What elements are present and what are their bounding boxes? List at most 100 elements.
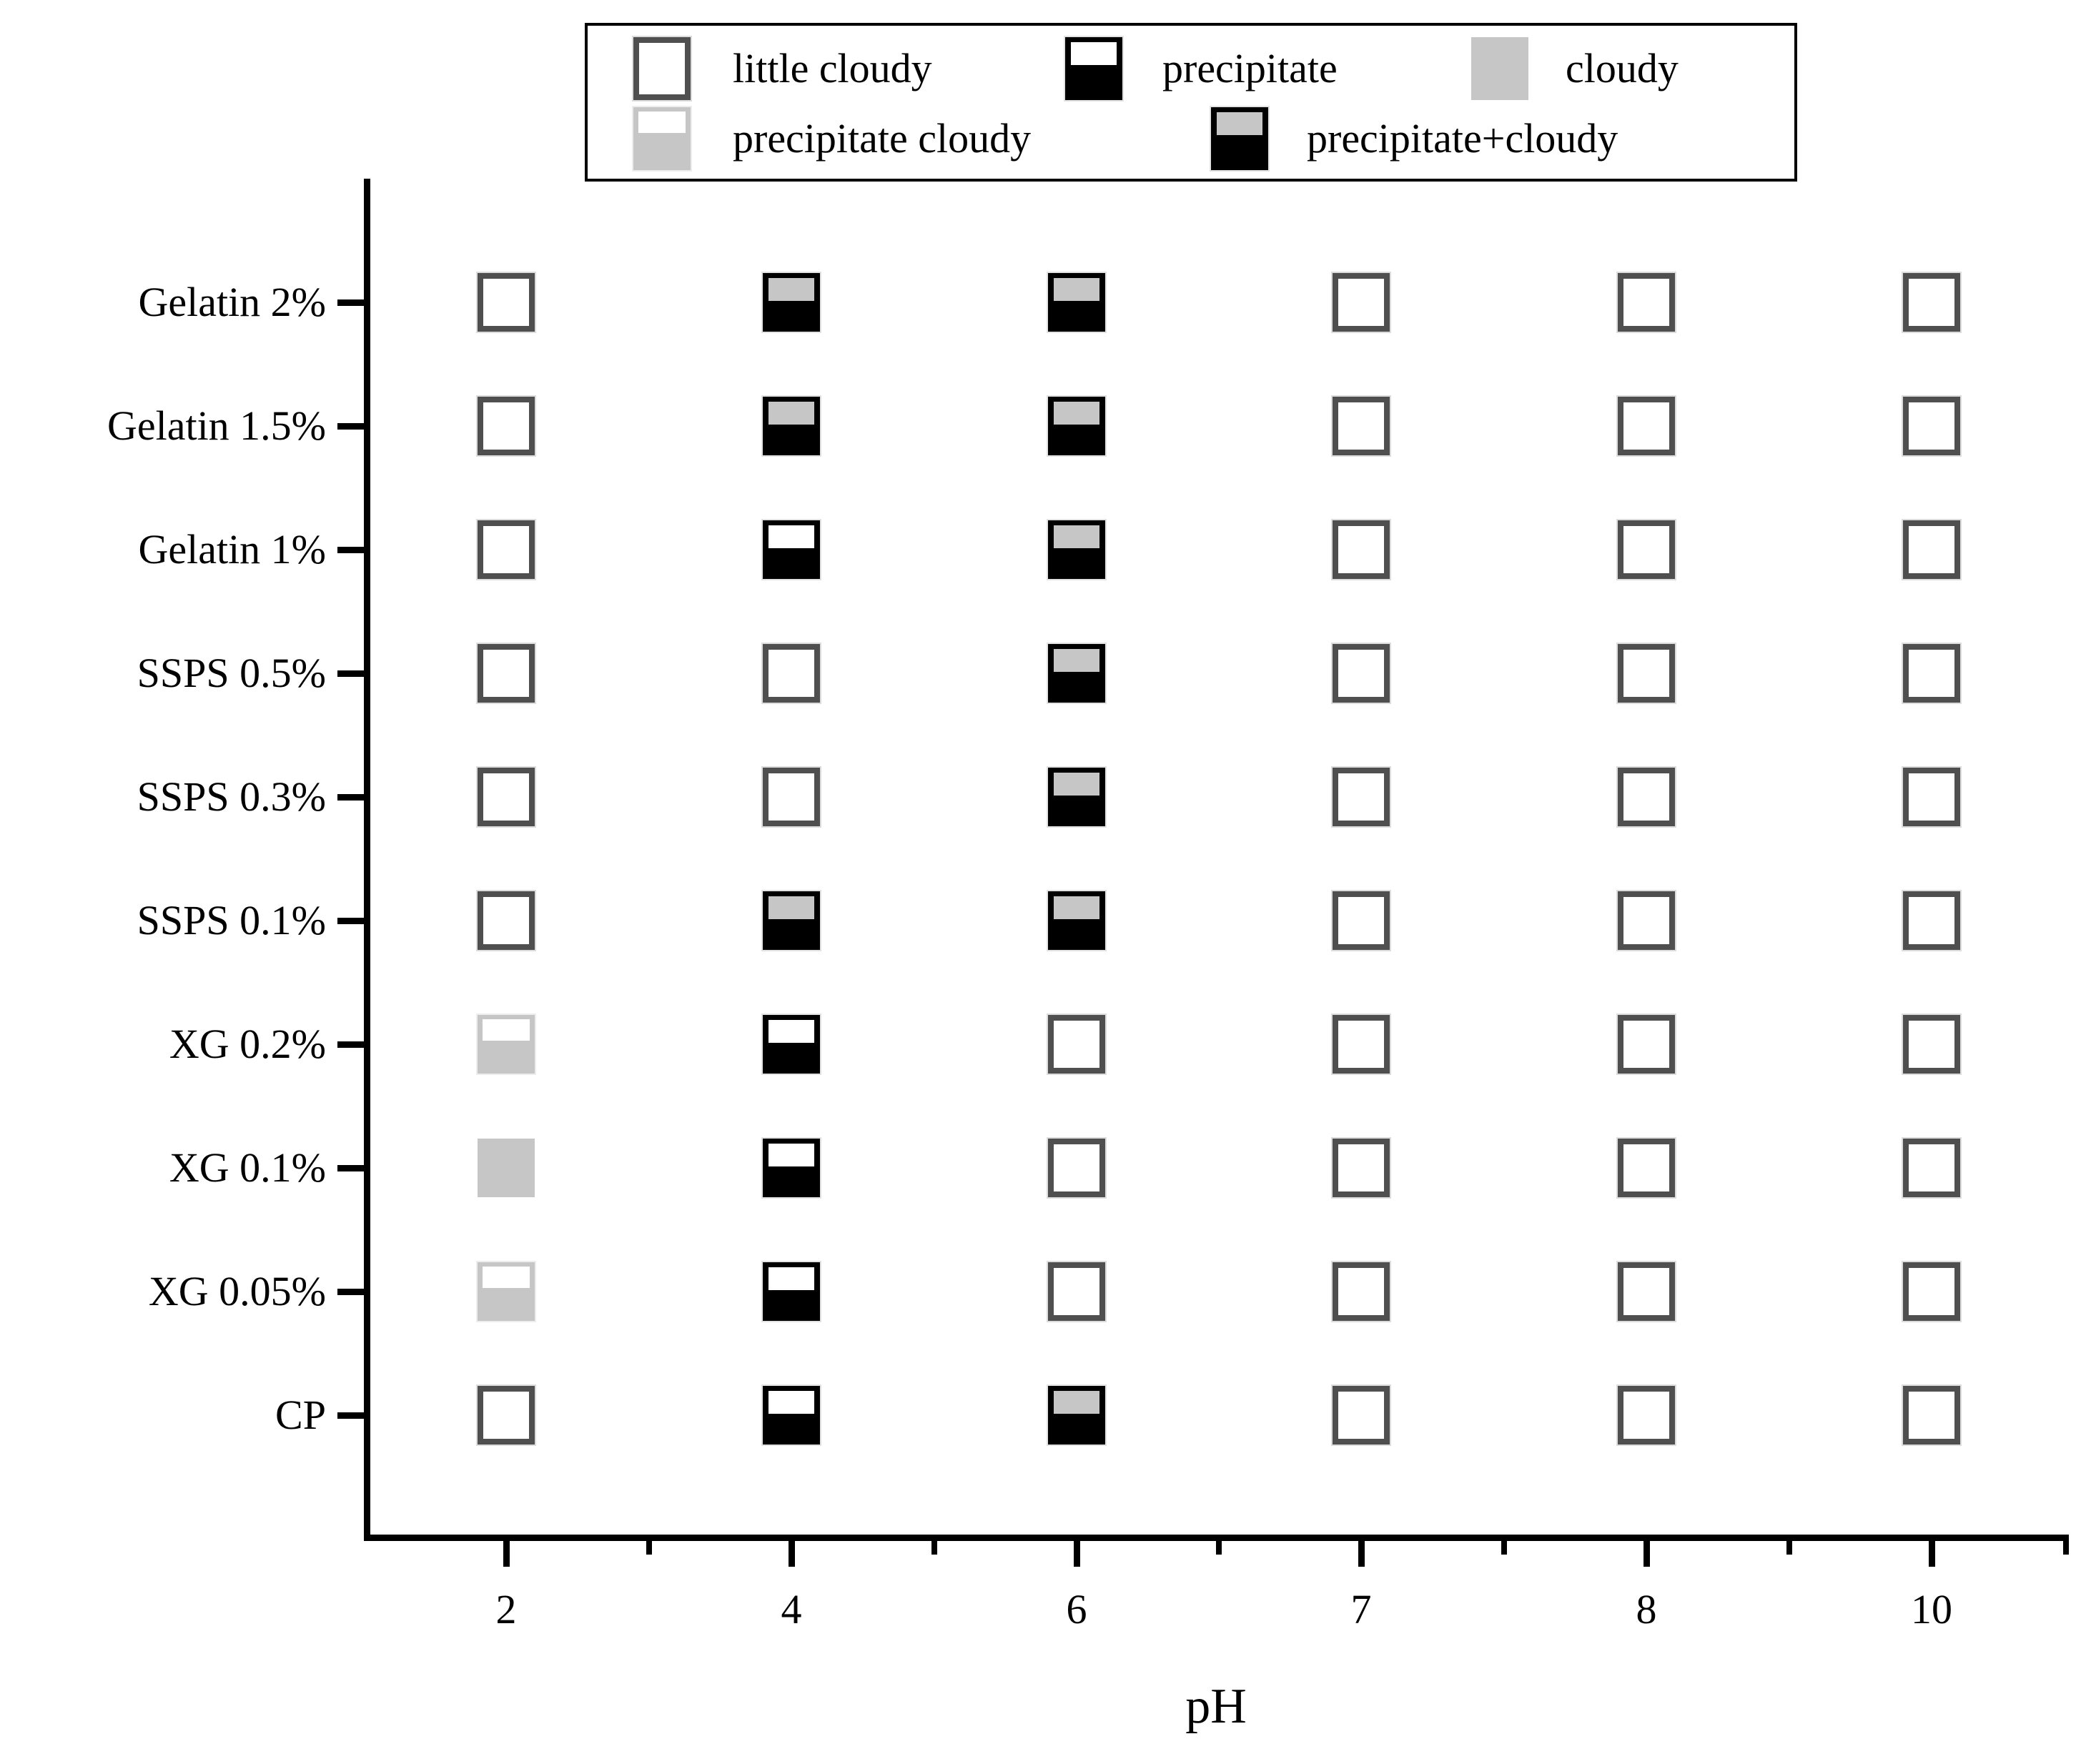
y-category-label: SSPS 0.3% [137, 773, 326, 820]
y-axis-tick [337, 299, 364, 306]
marker-8-1 [763, 1262, 820, 1321]
marker-2-3 [1333, 520, 1390, 579]
marker-3-0 [478, 644, 535, 703]
marker-5-0 [478, 891, 535, 950]
x-axis-tick-minor [2063, 1541, 2069, 1555]
marker-9-5 [1903, 1386, 1960, 1445]
y-category-label: Gelatin 2% [138, 279, 326, 325]
x-axis-tick-major [1643, 1541, 1650, 1567]
legend-label-cloudy: cloudy [1566, 45, 1679, 91]
marker-3-4 [1618, 644, 1675, 703]
y-category-label: SSPS 0.1% [137, 897, 326, 943]
legend-label-precipitate-plus-cloudy: precipitate+cloudy [1307, 115, 1618, 162]
marker-9-4 [1618, 1386, 1675, 1445]
marker-4-2 [1048, 768, 1105, 826]
y-category-label: XG 0.2% [169, 1021, 326, 1067]
y-axis-tick [337, 1165, 364, 1171]
marker-7-1 [763, 1139, 820, 1197]
marker-1-0 [478, 397, 535, 455]
marker-3-1 [763, 644, 820, 703]
marker-2-2 [1048, 520, 1105, 579]
marker-2-1 [763, 520, 820, 579]
x-axis-tick-major [1074, 1541, 1080, 1567]
marker-3-2 [1048, 644, 1105, 703]
marker-5-5 [1903, 891, 1960, 950]
x-tick-label: 2 [495, 1586, 517, 1632]
y-axis-tick [337, 423, 364, 430]
marker-2-4 [1618, 520, 1675, 579]
y-category-label: XG 0.1% [169, 1144, 326, 1191]
marker-5-2 [1048, 891, 1105, 950]
y-axis-tick [337, 670, 364, 677]
x-tick-label: 6 [1066, 1586, 1087, 1632]
marker-3-5 [1903, 644, 1960, 703]
marker-4-5 [1903, 768, 1960, 826]
marker-9-1 [763, 1386, 820, 1445]
marker-7-5 [1903, 1139, 1960, 1197]
x-axis-tick-minor [1501, 1541, 1507, 1555]
x-axis-tick-minor [1786, 1541, 1792, 1555]
marker-1-1 [763, 397, 820, 455]
legend-label-little-cloudy: little cloudy [733, 45, 932, 91]
marker-2-5 [1903, 520, 1960, 579]
marker-8-0 [478, 1262, 535, 1321]
marker-9-2 [1048, 1386, 1105, 1445]
y-axis-tick [337, 1412, 364, 1419]
marker-1-4 [1618, 397, 1675, 455]
legend-icon-cloudy [1471, 37, 1528, 100]
x-axis-title: pH [1185, 1679, 1247, 1734]
marker-7-3 [1333, 1139, 1390, 1197]
legend-icon-precipitate [1065, 37, 1122, 100]
y-category-label: Gelatin 1% [138, 526, 326, 573]
marker-6-0 [478, 1015, 535, 1074]
marker-4-1 [763, 768, 820, 826]
marker-9-0 [478, 1386, 535, 1445]
marker-1-3 [1333, 397, 1390, 455]
x-axis-tick-minor [1216, 1541, 1222, 1555]
y-category-label: Gelatin 1.5% [107, 402, 326, 449]
marker-5-3 [1333, 891, 1390, 950]
y-axis-tick [337, 918, 364, 924]
legend-label-precipitate: precipitate [1162, 45, 1338, 91]
marker-0-1 [763, 273, 820, 332]
marker-4-3 [1333, 768, 1390, 826]
marker-7-4 [1618, 1139, 1675, 1197]
x-tick-label: 7 [1350, 1586, 1372, 1632]
marker-6-2 [1048, 1015, 1105, 1074]
marker-8-5 [1903, 1262, 1960, 1321]
x-axis-line [364, 1535, 2069, 1541]
y-category-label: SSPS 0.5% [137, 650, 326, 696]
marker-9-3 [1333, 1386, 1390, 1445]
legend: little cloudy precipitate cloudy precipi… [585, 23, 1797, 182]
x-axis-tick-major [1929, 1541, 1935, 1567]
marker-0-5 [1903, 273, 1960, 332]
marker-6-3 [1333, 1015, 1390, 1074]
marker-8-3 [1333, 1262, 1390, 1321]
legend-icon-little-cloudy [633, 37, 691, 100]
y-category-label: CP [275, 1392, 326, 1438]
x-axis-tick-minor [931, 1541, 937, 1555]
y-category-label: XG 0.05% [148, 1268, 326, 1314]
y-axis-tick [337, 547, 364, 553]
marker-7-2 [1048, 1139, 1105, 1197]
marker-7-0 [478, 1139, 535, 1197]
marker-3-3 [1333, 644, 1390, 703]
marker-5-1 [763, 891, 820, 950]
marker-6-5 [1903, 1015, 1960, 1074]
x-axis-tick-minor [646, 1541, 652, 1555]
y-axis-tick [337, 794, 364, 801]
y-axis-line [364, 179, 370, 1541]
marker-5-4 [1618, 891, 1675, 950]
marker-0-0 [478, 273, 535, 332]
legend-icon-precipitate-plus-cloudy [1211, 107, 1268, 170]
marker-0-3 [1333, 273, 1390, 332]
y-axis-tick [337, 1289, 364, 1295]
marker-4-0 [478, 768, 535, 826]
x-axis-tick-major [1358, 1541, 1365, 1567]
marker-1-5 [1903, 397, 1960, 455]
x-tick-label: 4 [781, 1586, 802, 1632]
x-axis-tick-major [503, 1541, 510, 1567]
marker-2-0 [478, 520, 535, 579]
legend-label-precipitate-cloudy: precipitate cloudy [733, 115, 1032, 162]
